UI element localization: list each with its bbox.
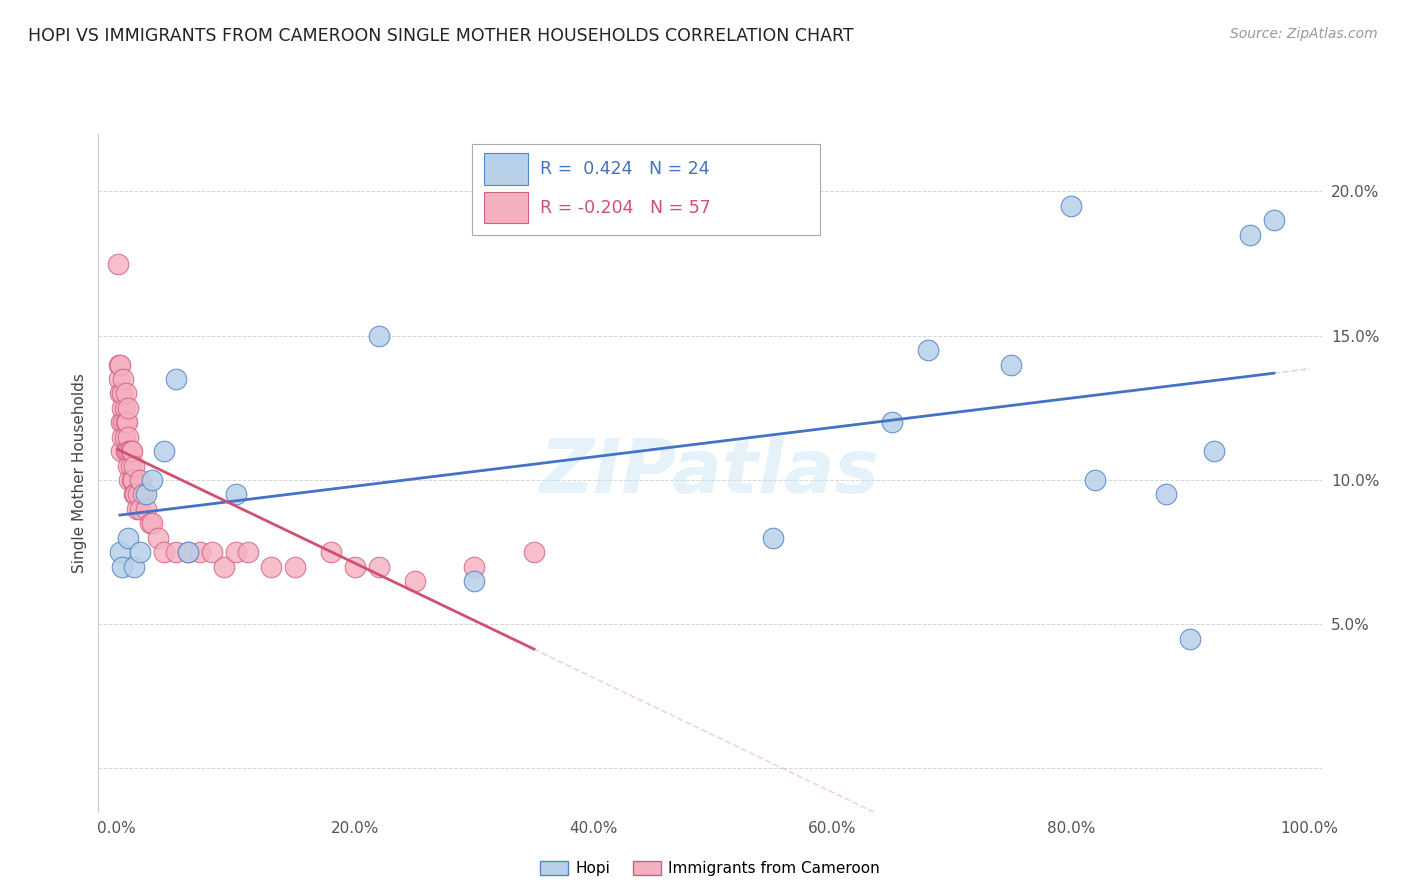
- Point: [112, 415, 135, 429]
- Point: [124, 487, 146, 501]
- Point: [1263, 213, 1285, 227]
- Point: [343, 559, 366, 574]
- Point: [1084, 473, 1107, 487]
- Point: [146, 531, 169, 545]
- Point: [404, 574, 426, 588]
- Point: [1180, 632, 1202, 646]
- Point: [121, 444, 143, 458]
- FancyBboxPatch shape: [484, 153, 527, 185]
- Point: [121, 473, 143, 487]
- Point: [115, 444, 138, 458]
- Point: [111, 430, 134, 444]
- Point: [122, 473, 145, 487]
- Point: [321, 545, 343, 559]
- Point: [125, 501, 148, 516]
- Point: [212, 559, 235, 574]
- Point: [236, 545, 259, 559]
- Point: [107, 358, 129, 372]
- Point: [463, 559, 485, 574]
- Text: Source: ZipAtlas.com: Source: ZipAtlas.com: [1230, 27, 1378, 41]
- Point: [917, 343, 939, 358]
- FancyBboxPatch shape: [484, 192, 527, 223]
- Point: [1204, 444, 1226, 458]
- Point: [129, 473, 152, 487]
- Point: [115, 415, 138, 429]
- Text: R = -0.204   N = 57: R = -0.204 N = 57: [540, 199, 711, 217]
- Point: [367, 559, 389, 574]
- Point: [108, 358, 131, 372]
- Point: [120, 458, 142, 473]
- Point: [880, 415, 903, 429]
- Point: [110, 444, 132, 458]
- Point: [225, 487, 247, 501]
- Point: [367, 328, 389, 343]
- Point: [118, 473, 141, 487]
- Point: [117, 430, 139, 444]
- Text: HOPI VS IMMIGRANTS FROM CAMEROON SINGLE MOTHER HOUSEHOLDS CORRELATION CHART: HOPI VS IMMIGRANTS FROM CAMEROON SINGLE …: [28, 27, 853, 45]
- Point: [115, 415, 138, 429]
- Legend: Hopi, Immigrants from Cameroon: Hopi, Immigrants from Cameroon: [534, 855, 886, 882]
- Point: [117, 458, 139, 473]
- Point: [108, 545, 131, 559]
- FancyBboxPatch shape: [471, 144, 820, 235]
- Point: [131, 487, 153, 501]
- Point: [108, 386, 131, 401]
- Point: [1000, 358, 1022, 372]
- Point: [114, 401, 136, 415]
- Point: [1239, 227, 1261, 242]
- Point: [122, 458, 145, 473]
- Point: [115, 386, 138, 401]
- Point: [463, 574, 485, 588]
- Point: [138, 516, 160, 531]
- Point: [177, 545, 200, 559]
- Point: [141, 473, 163, 487]
- Point: [107, 372, 129, 386]
- Text: R =  0.424   N = 24: R = 0.424 N = 24: [540, 160, 710, 178]
- Point: [135, 487, 157, 501]
- Point: [111, 401, 134, 415]
- Point: [762, 531, 785, 545]
- Point: [260, 559, 283, 574]
- Point: [120, 444, 142, 458]
- Point: [201, 545, 224, 559]
- Point: [115, 444, 138, 458]
- Point: [177, 545, 200, 559]
- Point: [129, 501, 152, 516]
- Point: [523, 545, 546, 559]
- Point: [165, 372, 187, 386]
- Point: [153, 444, 176, 458]
- Point: [153, 545, 176, 559]
- Point: [129, 545, 152, 559]
- Point: [117, 531, 139, 545]
- Point: [165, 545, 187, 559]
- Y-axis label: Single Mother Households: Single Mother Households: [72, 373, 87, 573]
- Point: [114, 430, 136, 444]
- Point: [127, 487, 149, 501]
- Point: [141, 516, 163, 531]
- Point: [111, 386, 134, 401]
- Text: ZIPatlas: ZIPatlas: [540, 436, 880, 509]
- Point: [188, 545, 211, 559]
- Point: [111, 559, 134, 574]
- Point: [122, 487, 145, 501]
- Point: [117, 401, 139, 415]
- Point: [1156, 487, 1178, 501]
- Point: [225, 545, 247, 559]
- Point: [284, 559, 307, 574]
- Point: [1060, 199, 1083, 213]
- Point: [110, 415, 132, 429]
- Point: [135, 501, 157, 516]
- Point: [122, 559, 145, 574]
- Point: [112, 372, 135, 386]
- Point: [118, 444, 141, 458]
- Point: [107, 257, 129, 271]
